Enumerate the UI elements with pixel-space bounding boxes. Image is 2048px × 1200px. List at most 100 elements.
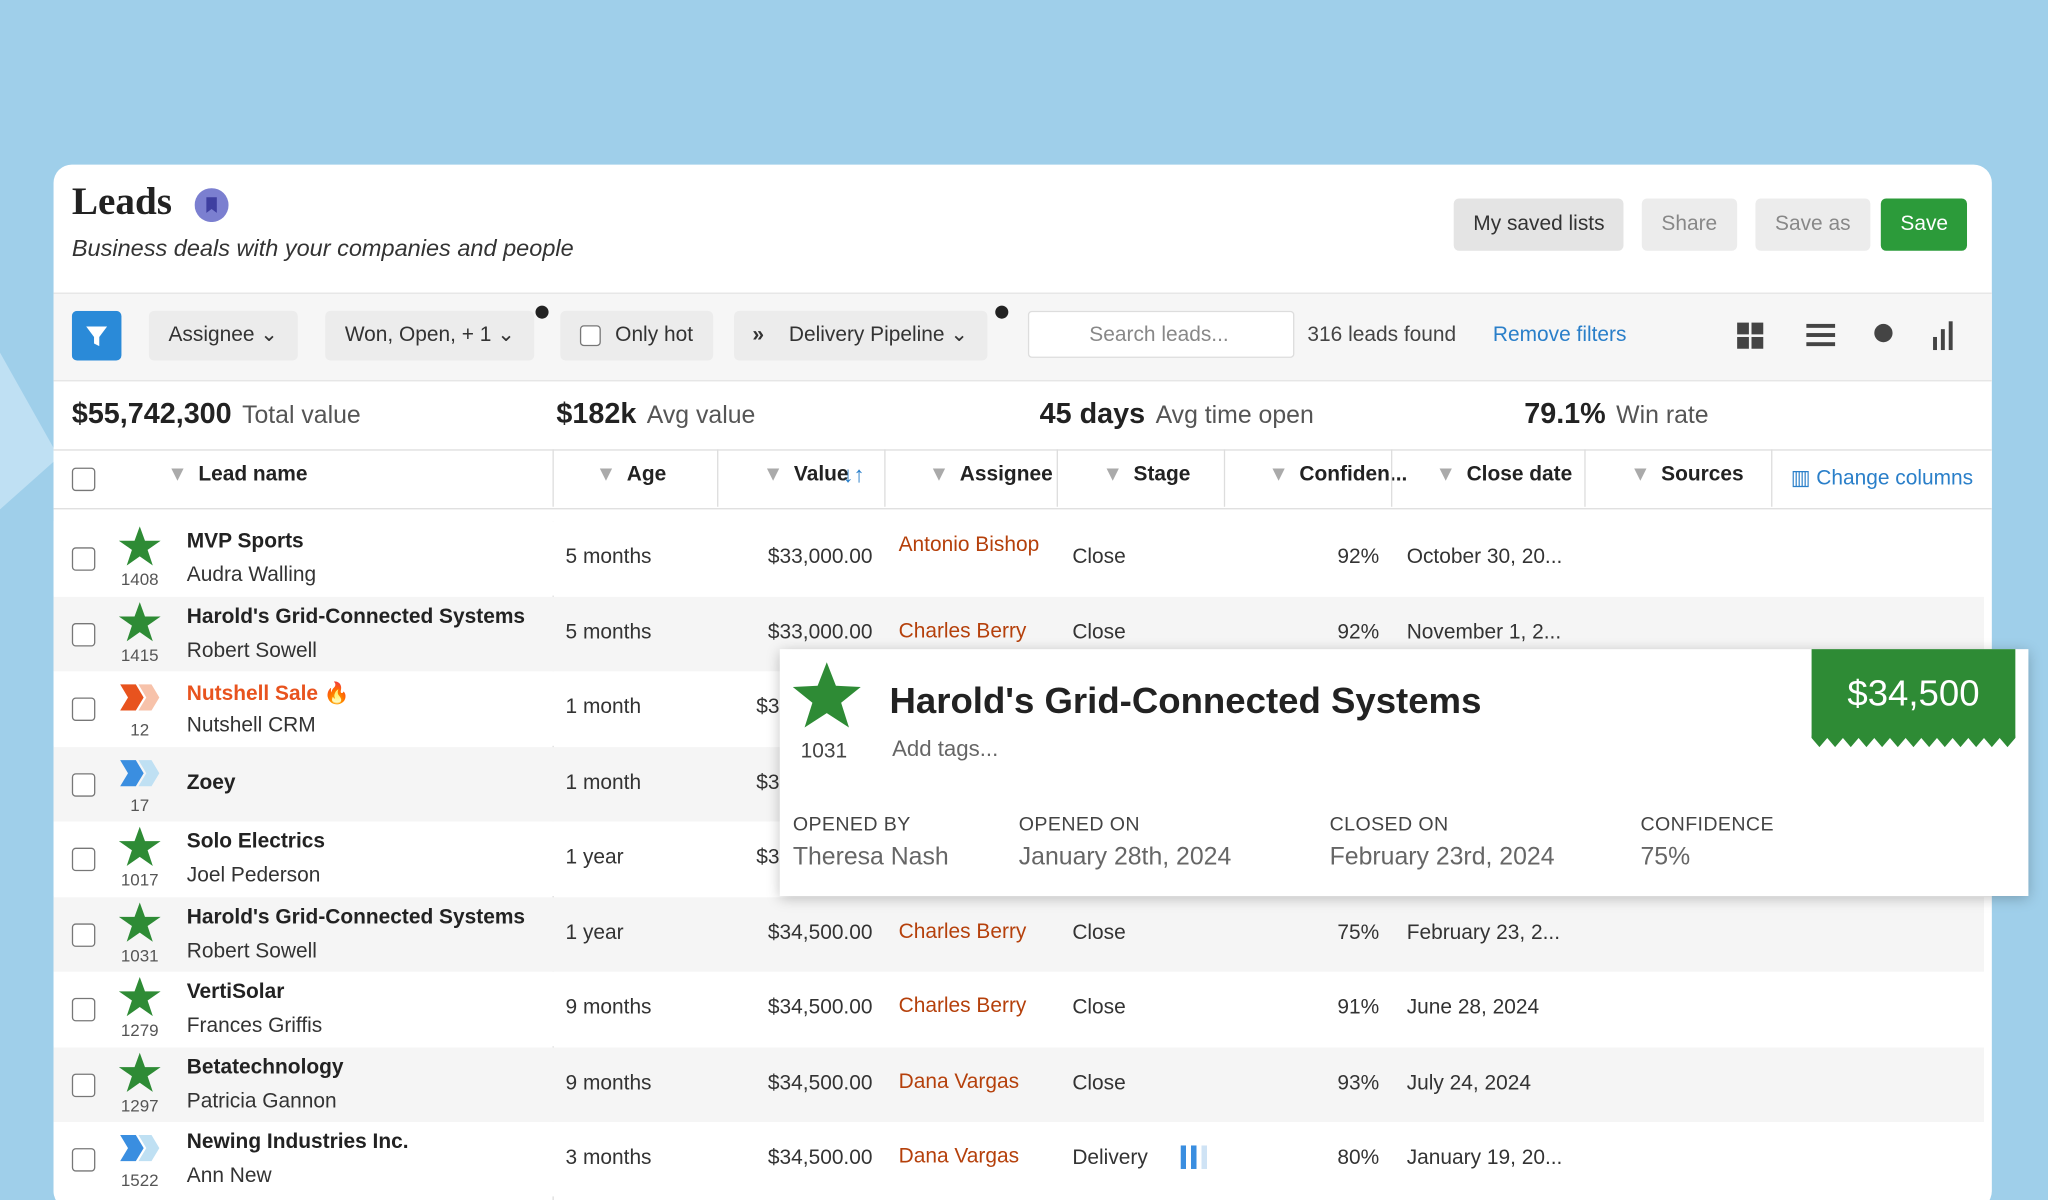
assignee[interactable]: Dana Vargas	[898, 1070, 1020, 1093]
close-date: February 23, 2...	[1406, 921, 1561, 944]
column-header[interactable]: ▼ Sources	[1630, 463, 1744, 486]
column-divider	[884, 449, 886, 507]
lead-icon	[118, 525, 162, 573]
only-hot-filter[interactable]: Only hot	[560, 310, 713, 361]
lead-contact: Joel Pederson	[186, 864, 321, 887]
lead-id: 12	[130, 719, 150, 740]
field-value: January 28th, 2024	[1018, 843, 1232, 872]
filter-toggle[interactable]	[71, 310, 122, 361]
assignee[interactable]: Antonio Bishop	[898, 534, 1040, 557]
column-divider	[1771, 449, 1773, 507]
stat-value: $55,742,300	[71, 397, 232, 430]
age: 3 months	[565, 1146, 652, 1169]
page-title: Leads	[71, 180, 172, 224]
filter-icon: ▼	[167, 463, 188, 486]
assignee-filter[interactable]: Assignee ⌄	[148, 310, 298, 361]
column-divider	[717, 449, 719, 507]
lead-contact: Robert Sowell	[186, 639, 317, 662]
lead-row[interactable]: 1031 Harold's Grid-Connected Systems Rober…	[53, 896, 1984, 972]
lead-name[interactable]: Harold's Grid-Connected Systems	[186, 605, 526, 628]
assignee[interactable]: Charles Berry	[898, 920, 1027, 943]
filter-icon: ▼	[1435, 463, 1457, 486]
close-date: November 1, 2...	[1406, 621, 1562, 644]
stat-value: 45 days	[1039, 397, 1146, 430]
assignee[interactable]: Charles Berry	[898, 619, 1027, 642]
lead-row[interactable]: 1279 VertiSolar Frances Griffis 9 months $34…	[53, 971, 1984, 1047]
row-checkbox[interactable]	[71, 922, 96, 947]
hot-icon: 🔥	[323, 683, 350, 706]
field-value: 75%	[1640, 843, 1691, 872]
column-header[interactable]: ▼ Value	[762, 463, 849, 486]
filter-icon: ▼	[762, 463, 784, 486]
lead-name[interactable]: Newing Industries Inc.	[186, 1131, 409, 1154]
change-columns[interactable]: ▥ Change columns	[1790, 467, 1974, 490]
row-checkbox[interactable]	[71, 547, 96, 571]
confidence: 92%	[1337, 545, 1380, 569]
field-label: CLOSED ON	[1329, 813, 1449, 836]
value: $33,000.00	[767, 545, 873, 569]
row-checkbox[interactable]	[71, 772, 96, 797]
lead-id: 1408	[120, 569, 159, 590]
remove-filters[interactable]: Remove filters	[1492, 323, 1627, 347]
lead-contact: Nutshell CRM	[186, 714, 316, 737]
add-tags[interactable]: Add tags...	[892, 736, 999, 762]
row-checkbox[interactable]	[71, 1148, 96, 1172]
column-header[interactable]: ▼ Assignee	[928, 463, 1053, 486]
assignee[interactable]: Charles Berry	[898, 995, 1027, 1018]
saved-lists-button[interactable]: My saved lists	[1453, 198, 1625, 251]
stage: Delivery	[1072, 1146, 1148, 1169]
status-filter[interactable]: Won, Open, + 1 ⌄	[325, 310, 535, 361]
lead-name[interactable]: Betatechnology	[186, 1055, 344, 1079]
change-columns-label: Change columns	[1816, 467, 1974, 490]
stage: Close	[1072, 1071, 1126, 1094]
table-header	[53, 449, 1992, 510]
lead-name[interactable]: MVP Sports	[186, 530, 304, 553]
bookmark-icon[interactable]	[194, 188, 229, 223]
save-button[interactable]: Save	[1880, 198, 1968, 251]
value: $34,500.00	[767, 1071, 873, 1094]
close-date: June 28, 2024	[1406, 996, 1540, 1019]
stage: Close	[1072, 545, 1126, 569]
view-icons[interactable]	[1733, 319, 1955, 356]
bg-shape	[0, 352, 59, 510]
lead-name[interactable]: VertiSolar	[186, 980, 285, 1004]
column-header[interactable]: ▼ Age	[595, 463, 667, 486]
search-box[interactable]: Search leads...	[1027, 310, 1295, 358]
column-header[interactable]: ▼ Confiden...	[1268, 463, 1408, 486]
lead-row[interactable]: 1408 MVP Sports Audra Walling 5 months $33,0…	[53, 521, 1984, 596]
pipeline-filter[interactable]: » Delivery Pipeline ⌄	[734, 310, 988, 361]
row-checkbox[interactable]	[71, 622, 96, 646]
column-header[interactable]: ▼ Lead name	[167, 463, 308, 486]
row-checkbox[interactable]	[71, 697, 96, 721]
star-icon	[792, 662, 861, 728]
row-checkbox[interactable]	[71, 997, 96, 1022]
stat-label: Win rate	[1616, 402, 1709, 430]
lead-name[interactable]: Harold's Grid-Connected Systems	[186, 905, 526, 928]
lead-name[interactable]: Nutshell Sale 🔥	[186, 683, 350, 706]
sort-icon[interactable]: ↓↑	[842, 462, 865, 488]
select-all[interactable]	[71, 467, 96, 492]
share-button[interactable]: Share	[1641, 198, 1737, 251]
stat: $182k Avg value	[556, 397, 755, 431]
column-header[interactable]: ▼ Stage	[1102, 463, 1191, 486]
checkbox[interactable]	[579, 325, 601, 347]
confidence: 91%	[1337, 996, 1380, 1019]
column-header[interactable]: ▼ Close date	[1435, 463, 1573, 486]
lead-row[interactable]: 1297 Betatechnology Patricia Gannon 9 month…	[53, 1046, 1984, 1122]
row-checkbox[interactable]	[71, 847, 96, 872]
row-checkbox[interactable]	[71, 1072, 96, 1097]
value: $34,500.00	[767, 1146, 873, 1169]
stat-value: $182k	[556, 397, 637, 430]
lead-icon	[118, 757, 162, 795]
age: 1 month	[565, 696, 642, 719]
lead-row[interactable]: 1522 Newing Industries Inc. Ann New 3 month…	[53, 1121, 1984, 1197]
value: $34,500.00	[767, 996, 873, 1019]
lead-id: 1017	[120, 869, 159, 890]
lead-icon	[118, 1051, 162, 1099]
assignee[interactable]: Dana Vargas	[898, 1145, 1020, 1168]
lead-name[interactable]: Solo Electrics	[186, 830, 325, 853]
lead-contact: Audra Walling	[186, 564, 317, 587]
lead-name[interactable]: Zoey	[186, 771, 236, 794]
save-as-button[interactable]: Save as	[1755, 198, 1871, 251]
